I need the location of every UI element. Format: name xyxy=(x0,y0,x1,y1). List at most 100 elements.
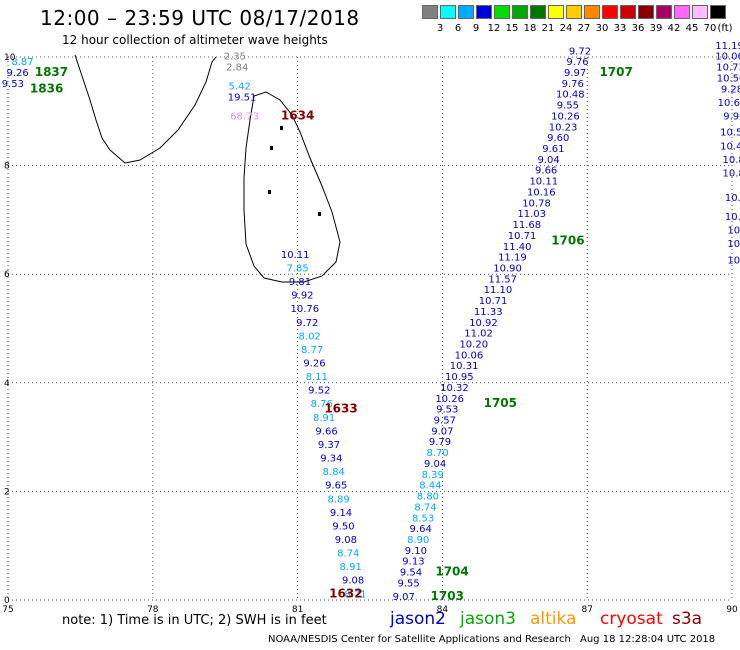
legend-label: 45 xyxy=(685,23,699,34)
wave-height-value: 8.87 xyxy=(11,57,33,68)
wave-height-value: 9.14 xyxy=(330,508,352,519)
footer-credit: NOAA/NESDIS Center for Satellite Applica… xyxy=(268,634,571,645)
y-tick-label: 6 xyxy=(4,270,10,280)
wave-height-value: 10.06 xyxy=(715,52,740,63)
wave-height-value: 9.55 xyxy=(397,578,419,589)
x-tick-label: 84 xyxy=(437,605,449,615)
wave-height-value: 10.56 xyxy=(727,239,740,250)
legend-swatch xyxy=(566,5,582,19)
wave-height-value: 9.34 xyxy=(320,454,342,465)
legend-swatch xyxy=(692,5,708,19)
legend-swatch xyxy=(710,5,726,19)
satellite-s3a: s3a xyxy=(672,609,703,629)
wave-height-value: 9.72 xyxy=(569,46,591,57)
wave-height-value: 9.08 xyxy=(335,535,357,546)
wave-height-value: 11.19 xyxy=(498,253,527,264)
wave-height-value: 10.26 xyxy=(435,394,464,405)
legend-swatch xyxy=(620,5,636,19)
pass-time-label: 1836 xyxy=(30,81,63,95)
legend-swatch xyxy=(458,5,474,19)
wave-height-value: 10.73 xyxy=(716,63,740,74)
legend-swatch xyxy=(530,5,546,19)
legend-swatch xyxy=(584,5,600,19)
wave-height-value: 10.50 xyxy=(720,128,740,139)
wave-height-value: 9.08 xyxy=(342,576,364,587)
island-dot xyxy=(318,212,321,216)
wave-height-value: 10.26 xyxy=(551,111,580,122)
pass-time-label: 1632 xyxy=(329,586,362,600)
wave-height-value: 9.65 xyxy=(325,481,347,492)
wave-height-value: 9.04 xyxy=(537,155,559,166)
wave-height-value: 5.42 xyxy=(229,82,251,93)
legend-swatch xyxy=(476,5,492,19)
wave-height-value: 9.57 xyxy=(434,416,456,427)
wave-height-value: 9.72 xyxy=(296,318,318,329)
wave-height-value: 9.66 xyxy=(315,426,337,437)
y-tick-label: 4 xyxy=(4,379,10,389)
wave-height-value: 10.71 xyxy=(508,231,537,242)
wave-height-value: 8.89 xyxy=(327,494,349,505)
map-title: 12:00 – 23:59 UTC 08/17/2018 xyxy=(40,6,360,30)
wave-height-value: 10.41 xyxy=(720,141,740,152)
legend-label: 9 xyxy=(472,23,480,34)
wave-height-value: 9.76 xyxy=(562,79,584,90)
wave-height-value: 8.53 xyxy=(412,513,434,524)
wave-height-value: 10.31 xyxy=(450,361,479,372)
wave-height-value: 8.11 xyxy=(306,372,328,383)
wave-height-labels: 8.71 9.08 8.91 8.74 9.08 9.50 9.14 8.89 9.65 8.84… xyxy=(2,41,740,603)
pass-time-label: 1704 xyxy=(435,565,468,579)
legend-label: 27 xyxy=(577,23,591,34)
pass-time-label: 1707 xyxy=(599,65,632,79)
island-dot xyxy=(268,190,271,194)
satellite-jason3: jason3 xyxy=(460,609,516,629)
legend-label: 12 xyxy=(487,23,501,34)
wave-height-value: 8.80 xyxy=(417,492,439,503)
pass-time-label: 1837 xyxy=(35,65,68,79)
wave-height-value: 8.74 xyxy=(337,549,359,560)
wave-height-value: 11.57 xyxy=(488,274,517,285)
x-tick-label: 81 xyxy=(292,605,303,615)
legend-label: 6 xyxy=(454,23,462,34)
legend-label: 3 xyxy=(436,23,444,34)
legend-label: 36 xyxy=(631,23,645,34)
wave-height-value: 2.84 xyxy=(226,63,248,74)
wave-height-value: 8.77 xyxy=(301,345,323,356)
wave-height-value: 11.10 xyxy=(484,285,513,296)
wave-height-value: 9.26 xyxy=(7,68,29,79)
wave-height-value: 8.02 xyxy=(299,331,321,342)
sri-lanka-coastline xyxy=(74,54,341,283)
x-tick-label: 87 xyxy=(581,605,592,615)
wave-height-value: 9.54 xyxy=(400,568,422,579)
legend-label: 30 xyxy=(595,23,609,34)
wave-height-value: 10.92 xyxy=(469,318,498,329)
wave-height-value: 9.50 xyxy=(332,521,354,532)
wave-height-value: 10.11 xyxy=(529,177,558,188)
y-tick-label: 2 xyxy=(4,487,10,497)
wave-height-value: 9.79 xyxy=(429,437,451,448)
wave-height-value: 9.76 xyxy=(566,57,588,68)
satellite-altika: altika xyxy=(530,609,577,629)
wave-height-value: 2.35 xyxy=(224,52,246,63)
wave-height-value: 10.61 xyxy=(718,98,740,109)
x-tick-label: 75 xyxy=(2,605,13,615)
wave-height-value: 10.95 xyxy=(445,372,474,383)
wave-height-value: 10.32 xyxy=(440,383,469,394)
wave-height-value: 9.53 xyxy=(2,79,24,90)
legend-swatch xyxy=(422,5,438,19)
wave-height-value: 10.50 xyxy=(717,73,740,84)
wave-height-value: 10.80 xyxy=(723,168,740,179)
wave-height-value: 10.90 xyxy=(493,263,522,274)
wave-height-value: 8.84 xyxy=(323,467,345,478)
wave-height-value: 9.60 xyxy=(547,133,569,144)
island-dot xyxy=(270,146,273,150)
wave-height-value: 9.61 xyxy=(542,144,564,155)
wave-height-value: 11.40 xyxy=(503,242,532,253)
wave-height-value: 8.74 xyxy=(414,502,436,513)
sri-lanka-outline xyxy=(243,91,341,283)
wave-height-value: 10.81 xyxy=(723,155,740,166)
x-tick-label: 78 xyxy=(147,605,159,615)
wave-height-value: 9.07 xyxy=(431,426,453,437)
india-coastline xyxy=(74,54,217,164)
wave-height-value: 11.02 xyxy=(464,329,493,340)
